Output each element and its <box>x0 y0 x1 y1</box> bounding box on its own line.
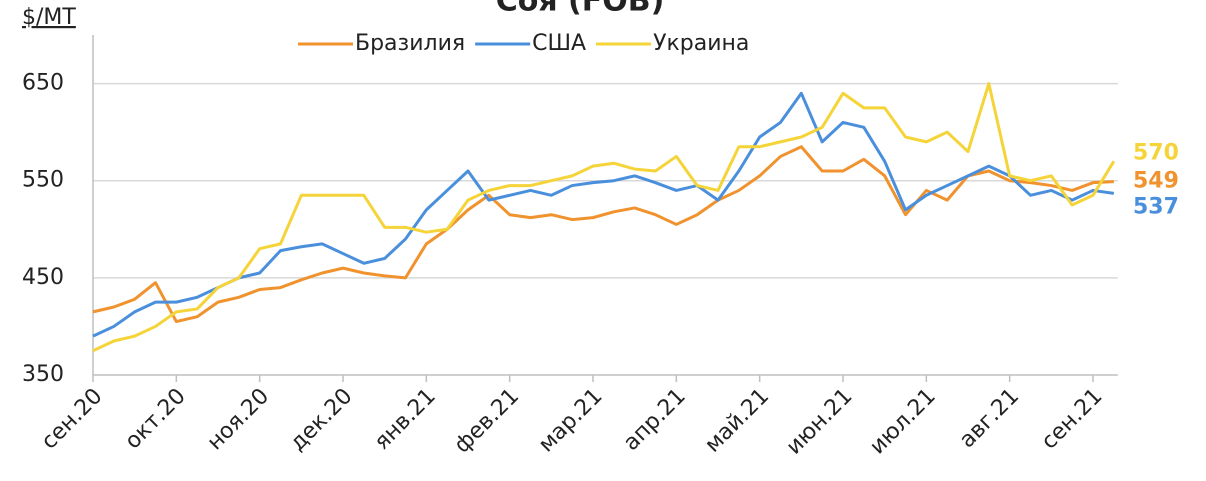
x-tick-label: июн.21 <box>782 384 858 460</box>
y-tick-label: 450 <box>22 265 64 290</box>
end-label: 549 <box>1133 169 1179 194</box>
y-tick-label: 350 <box>22 362 64 387</box>
y-axis-label: $/МТ <box>22 5 76 30</box>
end-label: 537 <box>1133 194 1179 219</box>
series-line <box>92 91 1115 338</box>
x-tick-label: июл.21 <box>865 384 941 460</box>
x-tick-label: апр.21 <box>619 384 691 456</box>
legend-label: Бразилия <box>355 31 465 56</box>
x-tick-label: ноя.20 <box>203 384 274 455</box>
legend-label: США <box>532 31 586 56</box>
x-tick-label: янв.21 <box>370 384 441 455</box>
chart-title: Соя (FOB) <box>496 0 665 19</box>
x-tick-label: сен.21 <box>1037 384 1108 455</box>
end-label: 570 <box>1133 140 1179 165</box>
x-tick-label: май.21 <box>700 384 774 458</box>
legend-label: Украина <box>653 31 749 56</box>
x-tick-label: окт.20 <box>120 384 190 454</box>
x-tick-label: мар.21 <box>534 384 608 458</box>
x-tick-label: дек.20 <box>285 384 357 456</box>
x-tick-label: авг.21 <box>955 384 1024 453</box>
series-line <box>92 145 1114 324</box>
series-line <box>92 82 1116 353</box>
x-tick-label: фев.21 <box>450 384 524 458</box>
y-tick-label: 550 <box>22 168 64 193</box>
y-tick-label: 650 <box>22 71 64 96</box>
x-tick-label: сен.20 <box>37 384 108 455</box>
